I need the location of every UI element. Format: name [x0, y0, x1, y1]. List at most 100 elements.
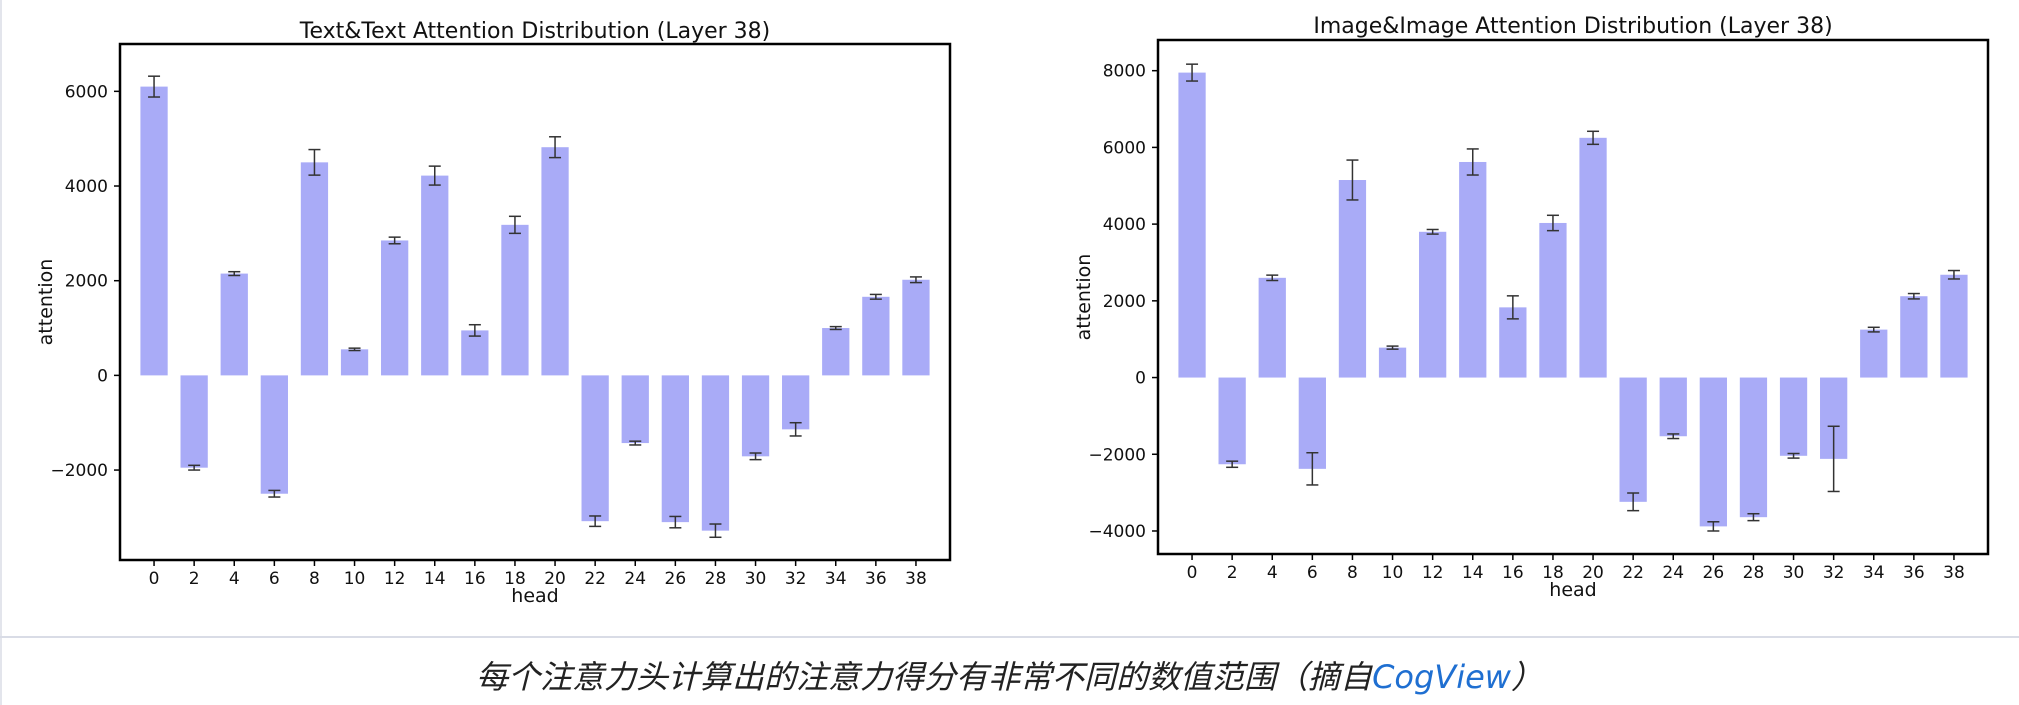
y-tick-label: 0: [97, 366, 108, 386]
bar: [220, 273, 248, 376]
bar: [461, 330, 489, 376]
bar: [1739, 377, 1768, 518]
x-tick-label: 26: [665, 569, 687, 589]
bar: [1699, 377, 1727, 527]
x-tick-label: 2: [189, 569, 200, 589]
plot-frame: [118, 42, 952, 562]
x-tick-label: 12: [384, 569, 406, 589]
y-axis-label: attention: [1073, 254, 1095, 341]
x-tick-label: 22: [584, 569, 606, 589]
bar: [1338, 180, 1367, 378]
y-tick-label: −4000: [1088, 522, 1146, 542]
bar: [581, 375, 609, 522]
bar: [260, 375, 288, 494]
bar: [1779, 377, 1808, 456]
x-tick-label: 20: [1582, 563, 1604, 583]
bar: [1940, 274, 1968, 378]
x-tick-label: 30: [745, 569, 767, 589]
x-tick-label: 8: [1347, 563, 1358, 583]
x-tick-label: 36: [1903, 563, 1925, 583]
bar: [1539, 222, 1567, 378]
x-tick-label: 12: [1422, 563, 1444, 583]
bar: [1860, 329, 1888, 378]
y-tick-label: −2000: [50, 461, 108, 481]
bar: [902, 279, 930, 376]
bar: [1258, 277, 1286, 378]
bar: [1459, 161, 1487, 378]
plot-frame: [1156, 38, 1990, 556]
bar: [340, 349, 369, 376]
bar: [741, 375, 770, 457]
bar: [1378, 347, 1407, 378]
bar: [1218, 377, 1246, 465]
x-tick-label: 36: [865, 569, 887, 589]
chart-title: Image&Image Attention Distribution (Laye…: [1313, 14, 1832, 39]
bar: [822, 328, 850, 376]
y-tick-label: −2000: [1088, 445, 1146, 465]
x-tick-label: 0: [1187, 563, 1198, 583]
caption-text: 每个注意力头计算出的注意力得分有非常不同的数值范围（摘自: [476, 658, 1373, 696]
y-tick-label: 4000: [1103, 215, 1146, 235]
x-tick-label: 24: [624, 569, 646, 589]
x-tick-label: 10: [344, 569, 366, 589]
figure-area: Text&Text Attention Distribution (Layer …: [35, 14, 1990, 607]
x-axis-label: head: [1549, 579, 1596, 601]
x-tick-label: 14: [424, 569, 446, 589]
x-tick-label: 0: [149, 569, 160, 589]
bar: [140, 86, 168, 376]
y-axis-label: attention: [35, 259, 57, 346]
bar: [1659, 377, 1687, 437]
bar: [661, 375, 689, 523]
bar: [1178, 72, 1206, 378]
x-tick-label: 10: [1382, 563, 1404, 583]
y-tick-label: 8000: [1103, 62, 1146, 82]
caption-divider: [0, 636, 2019, 638]
bar: [621, 375, 649, 444]
x-tick-label: 4: [229, 569, 240, 589]
y-tick-label: 6000: [65, 82, 108, 102]
bar: [701, 375, 730, 531]
y-tick-label: 2000: [65, 272, 108, 292]
y-tick-label: 6000: [1103, 138, 1146, 158]
x-tick-label: 24: [1662, 563, 1684, 583]
bar: [381, 240, 409, 376]
bar: [1619, 377, 1647, 502]
x-tick-label: 18: [504, 569, 526, 589]
y-tick-label: 4000: [65, 177, 108, 197]
bar: [1419, 231, 1447, 378]
chart-canvas: Text&Text Attention Distribution (Layer …: [35, 14, 1990, 607]
bar: [300, 162, 329, 376]
y-tick-label: 0: [1135, 369, 1146, 389]
bar: [421, 175, 449, 376]
y-tick-label: 2000: [1103, 292, 1146, 312]
x-tick-label: 4: [1267, 563, 1278, 583]
x-tick-label: 32: [785, 569, 807, 589]
x-tick-label: 18: [1542, 563, 1564, 583]
x-tick-label: 38: [1943, 563, 1965, 583]
caption-close: ）: [1510, 658, 1543, 696]
x-tick-label: 38: [905, 569, 927, 589]
x-tick-label: 16: [1502, 563, 1524, 583]
x-tick-label: 20: [544, 569, 566, 589]
bar: [862, 296, 890, 376]
bar: [541, 147, 569, 376]
figure-caption: 每个注意力头计算出的注意力得分有非常不同的数值范围（摘自CogView）: [0, 652, 2019, 698]
bar: [1579, 137, 1607, 378]
bar: [1900, 296, 1928, 378]
cogview-link[interactable]: CogView: [1372, 658, 1511, 696]
bar: [501, 224, 529, 376]
x-tick-label: 2: [1227, 563, 1238, 583]
x-tick-label: 34: [825, 569, 847, 589]
x-tick-label: 14: [1462, 563, 1484, 583]
x-tick-label: 16: [464, 569, 486, 589]
chart-title: Text&Text Attention Distribution (Layer …: [299, 19, 771, 44]
chart-1: Text&Text Attention Distribution (Layer …: [35, 19, 952, 607]
x-tick-label: 28: [705, 569, 727, 589]
chart-2: Image&Image Attention Distribution (Laye…: [1073, 14, 1990, 601]
x-tick-label: 6: [1307, 563, 1318, 583]
x-tick-label: 30: [1783, 563, 1805, 583]
x-tick-label: 22: [1622, 563, 1644, 583]
x-tick-label: 32: [1823, 563, 1845, 583]
x-tick-label: 8: [309, 569, 320, 589]
x-tick-label: 26: [1703, 563, 1725, 583]
